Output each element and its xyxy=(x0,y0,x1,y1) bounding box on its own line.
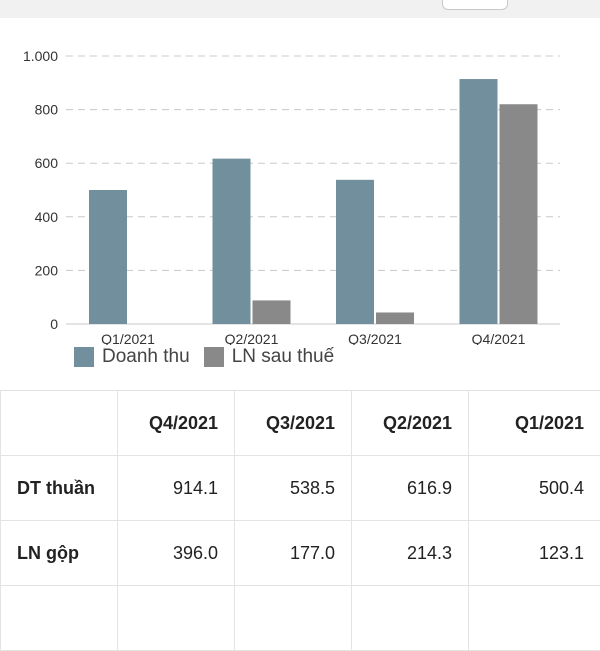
table-header-cell: Q2/2021 xyxy=(352,391,469,456)
y-tick-label: 200 xyxy=(35,262,59,278)
x-tick-label: Q2/2021 xyxy=(225,331,279,345)
bar-ln-sau-thue xyxy=(253,300,291,324)
table-row: DT thuần 914.1 538.5 616.9 500.4 xyxy=(1,456,600,521)
table-row-partial xyxy=(1,586,600,651)
table-header-row: Q4/2021 Q3/2021 Q2/2021 Q1/2021 xyxy=(1,391,600,456)
chart-legend: Doanh thu LN sau thuế xyxy=(74,346,348,368)
x-tick-label: Q3/2021 xyxy=(348,331,402,345)
legend-swatch-ln-sau-thue xyxy=(204,347,224,367)
x-tick-label: Q4/2021 xyxy=(472,331,526,345)
financial-table: Q4/2021 Q3/2021 Q2/2021 Q1/2021 DT thuần… xyxy=(0,390,600,651)
y-tick-label: 1.000 xyxy=(23,48,58,64)
table-header-cell: Q3/2021 xyxy=(235,391,352,456)
y-tick-label: 400 xyxy=(35,209,59,225)
table-cell xyxy=(235,586,352,651)
table-header-cell: Q1/2021 xyxy=(469,391,600,456)
bar-ln-sau-thue xyxy=(500,104,538,324)
legend-label-doanh-thu: Doanh thu xyxy=(102,346,190,368)
table-cell: 538.5 xyxy=(235,456,352,521)
table-cell xyxy=(118,586,235,651)
table-header-cell xyxy=(1,391,118,456)
bar-doanh-thu xyxy=(89,190,127,324)
legend-item-doanh-thu: Doanh thu xyxy=(74,346,190,368)
table-row: LN gộp 396.0 177.0 214.3 123.1 xyxy=(1,521,600,586)
revenue-profit-bar-chart: 0 200 400 600 800 1.000 Q1/2021 Q2/2021 Q3/2021 Q… xyxy=(0,0,600,345)
table-cell: 214.3 xyxy=(352,521,469,586)
table-row-label: DT thuần xyxy=(1,456,118,521)
bar-ln-sau-thue xyxy=(376,312,414,324)
table-cell: 914.1 xyxy=(118,456,235,521)
legend-swatch-doanh-thu xyxy=(74,347,94,367)
table-cell: 616.9 xyxy=(352,456,469,521)
table-header-cell: Q4/2021 xyxy=(118,391,235,456)
table-cell: 123.1 xyxy=(469,521,600,586)
y-tick-label: 600 xyxy=(35,155,59,171)
table-cell: 177.0 xyxy=(235,521,352,586)
x-tick-label: Q1/2021 xyxy=(101,331,155,345)
table-cell xyxy=(469,586,600,651)
table-cell: 396.0 xyxy=(118,521,235,586)
bar-doanh-thu xyxy=(460,79,498,324)
table-row-label: LN gộp xyxy=(1,521,118,586)
bar-doanh-thu xyxy=(336,180,374,324)
y-tick-label: 800 xyxy=(35,102,59,118)
table-cell xyxy=(1,586,118,651)
legend-item-ln-sau-thue: LN sau thuế xyxy=(204,346,334,368)
bar-doanh-thu xyxy=(213,159,251,324)
table-cell: 500.4 xyxy=(469,456,600,521)
legend-label-ln-sau-thue: LN sau thuế xyxy=(232,346,334,368)
y-tick-label: 0 xyxy=(50,316,58,332)
table-cell xyxy=(352,586,469,651)
